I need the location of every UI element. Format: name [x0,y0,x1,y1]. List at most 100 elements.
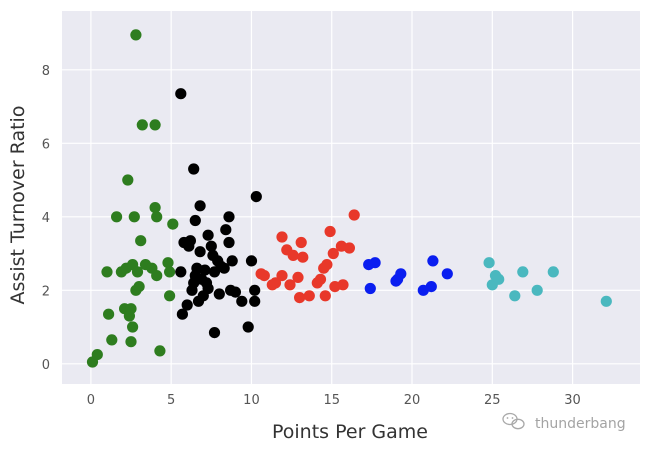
data-point-red [303,290,315,302]
data-point-green [128,211,140,223]
data-point-black [181,299,193,311]
data-point-red [348,209,360,221]
data-point-cyan [531,284,543,296]
data-point-black [226,255,238,267]
data-point-black [250,191,262,203]
data-point-black [245,255,258,267]
x-tick-label: 15 [323,393,340,408]
data-point-black [213,288,225,300]
data-point-blue [364,282,376,295]
data-point-green [127,321,139,333]
y-tick-label: 2 [42,284,50,299]
x-tick-label: 0 [87,393,95,408]
data-point-blue [441,268,453,280]
data-point-green [91,349,103,361]
data-point-red [287,249,299,261]
data-point-red [319,290,331,302]
x-tick-labels: 0 5 10 15 20 25 30 [87,393,581,408]
data-point-red [314,273,327,285]
data-point-black [176,308,188,320]
data-point-black [249,295,261,307]
data-point-green [151,270,163,282]
x-tick-label: 10 [243,393,260,408]
data-point-red [276,270,288,282]
data-point-black [188,163,200,175]
data-point-red [294,292,306,304]
grid-lines [62,11,640,384]
data-point-black [249,284,261,296]
data-point-red [297,251,309,263]
y-tick-label: 4 [42,211,50,226]
data-point-black [208,327,221,339]
data-point-blue [369,257,381,269]
data-point-green [149,119,161,131]
data-point-cyan [600,295,612,307]
y-tick-label: 6 [42,137,50,152]
data-point-green [111,211,123,223]
x-tick-label: 25 [484,393,501,408]
data-point-red [276,231,288,243]
data-points [86,29,612,368]
data-point-red [258,270,270,282]
x-tick-label: 20 [404,393,421,408]
data-point-black [205,240,217,252]
data-point-green [136,119,148,131]
wechat-icon [502,412,525,430]
data-point-cyan [509,290,521,302]
data-point-green [101,266,113,278]
data-point-blue [425,281,437,293]
x-axis-label: Points Per Game [272,421,428,443]
data-point-black [175,266,187,278]
data-point-black [189,214,201,227]
data-point-green [154,345,166,357]
data-point-green [167,218,179,230]
watermark-text: thunderbang [535,416,626,432]
y-axis-label: Assist Turnover Ratio [7,106,29,305]
data-point-green [164,290,176,302]
x-tick-label: 30 [564,393,581,408]
watermark: thunderbang [502,412,626,432]
data-point-green [131,266,144,278]
data-point-green [130,29,142,41]
y-tick-label: 0 [42,358,50,373]
data-point-black [194,246,206,258]
data-point-black [220,224,232,236]
data-point-blue [395,268,407,280]
data-point-green [106,334,118,346]
data-point-black [199,264,211,276]
data-point-cyan [483,257,495,269]
data-point-green [135,235,147,247]
data-point-green [151,211,163,223]
y-tick-label: 8 [42,64,50,79]
data-point-cyan [547,266,559,278]
data-point-green [103,308,115,320]
data-point-black [229,286,241,298]
data-point-green [125,336,137,348]
data-point-black [202,229,214,241]
data-point-red [292,271,304,283]
x-tick-label: 5 [167,393,175,408]
data-point-red [343,242,355,254]
data-point-black [175,88,187,100]
data-point-red [321,259,333,271]
data-point-black [242,321,254,333]
data-point-green [149,202,161,214]
data-point-black [223,211,235,223]
data-point-black [223,236,235,249]
data-point-red [284,279,296,291]
data-point-cyan [517,266,529,278]
plot-area [62,11,640,384]
data-point-black [218,262,230,274]
data-point-blue [427,255,439,267]
data-point-black [194,200,206,212]
data-point-cyan [493,273,505,285]
data-point-black [184,235,196,247]
data-point-red [337,279,349,291]
data-point-green [125,303,137,315]
data-point-green [162,257,174,269]
data-point-green [133,281,145,293]
data-point-green [164,266,176,278]
data-point-red [295,236,307,249]
data-point-black [202,282,214,295]
